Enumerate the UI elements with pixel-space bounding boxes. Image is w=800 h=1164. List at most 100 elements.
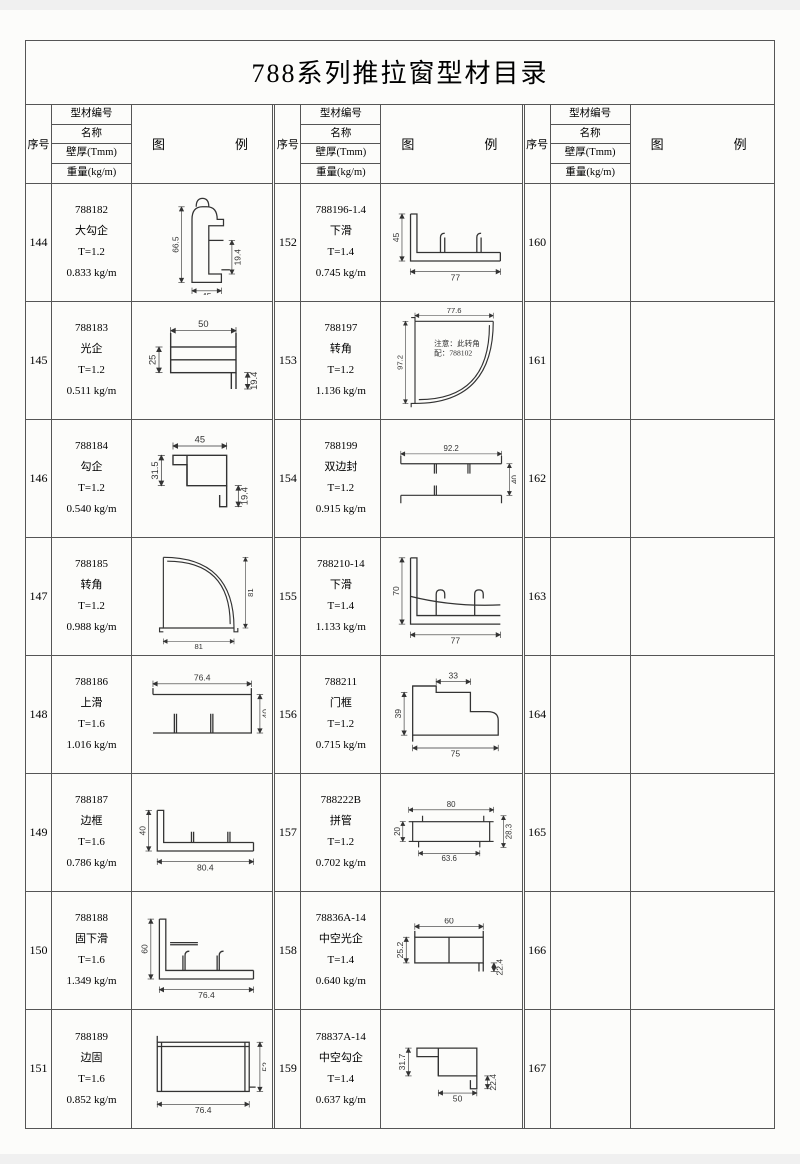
catalog-row: 162 [525, 420, 774, 538]
cell-figure [631, 420, 774, 537]
info-weight: 0.988 kg/m [66, 617, 116, 638]
cell-figure [631, 302, 774, 419]
cell-seq: 148 [26, 656, 52, 773]
hdr-seq: 序号 [26, 105, 52, 183]
cell-figure: 81 81 [132, 538, 272, 655]
info-weight: 0.745 kg/m [316, 263, 366, 284]
info-weight: 0.833 kg/m [66, 263, 116, 284]
cell-figure: 31.7 50 22.4 [381, 1010, 521, 1128]
cell-seq: 149 [26, 774, 52, 891]
info-weight: 0.640 kg/m [316, 971, 366, 992]
hdr-seq: 序号 [525, 105, 551, 183]
info-thick: T=1.2 [78, 478, 105, 499]
column: 序号 型材编号 名称 壁厚(Tmm) 重量(kg/m) 图例 160 161 [525, 105, 774, 1128]
info-code: 788199 [324, 436, 357, 457]
cell-figure: 45 31.5 19.4 [132, 420, 272, 537]
info-weight: 0.511 kg/m [67, 381, 117, 402]
info-name: 光企 [81, 339, 103, 360]
svg-text:66.5: 66.5 [170, 236, 180, 253]
cell-figure: 66.5 19.4 45 [132, 184, 272, 301]
info-weight: 0.786 kg/m [66, 853, 116, 874]
info-code: 788188 [75, 908, 108, 929]
hdr-name: 名称 [551, 125, 630, 145]
cell-info [551, 656, 631, 773]
catalog-row: 149 788187 边框 T=1.6 0.786 kg/m 40 [26, 774, 272, 892]
hdr-name: 名称 [301, 125, 380, 145]
catalog-row: 150 788188 固下滑 T=1.6 1.349 kg/m 60 [26, 892, 272, 1010]
hdr-legend: 图例 [631, 105, 774, 183]
cell-figure: 80 20 63.6 28.3 [381, 774, 521, 891]
svg-text:60: 60 [140, 944, 150, 954]
cell-info [551, 184, 631, 301]
svg-text:77.6: 77.6 [447, 308, 462, 315]
catalog-row: 163 [525, 538, 774, 656]
hdr-weight: 重量(kg/m) [52, 164, 131, 183]
cell-seq: 144 [26, 184, 52, 301]
cell-figure: 92.2 40 [381, 420, 521, 537]
column: 序号 型材编号 名称 壁厚(Tmm) 重量(kg/m) 图例 144 78818… [26, 105, 275, 1128]
svg-text:81: 81 [194, 642, 202, 649]
column-header: 序号 型材编号 名称 壁厚(Tmm) 重量(kg/m) 图例 [26, 105, 272, 184]
catalog-row: 167 [525, 1010, 774, 1128]
info-code: 788211 [325, 672, 358, 693]
info-weight: 0.540 kg/m [66, 499, 116, 520]
cell-seq: 161 [525, 302, 551, 419]
hdr-code: 型材编号 [551, 105, 630, 125]
svg-text:19.4: 19.4 [232, 248, 242, 265]
svg-text:25: 25 [148, 355, 158, 365]
cell-figure [631, 184, 774, 301]
cell-figure [631, 538, 774, 655]
hdr-thick: 壁厚(Tmm) [301, 144, 380, 164]
info-code: 788184 [75, 436, 108, 457]
svg-text:22.4: 22.4 [495, 959, 505, 976]
svg-text:76.4: 76.4 [195, 1105, 212, 1114]
hdr-fields: 型材编号 名称 壁厚(Tmm) 重量(kg/m) [52, 105, 132, 183]
cell-figure: 76.4 52 [132, 1010, 272, 1128]
hdr-weight: 重量(kg/m) [301, 164, 380, 183]
cell-seq: 157 [275, 774, 301, 891]
info-weight: 1.133 kg/m [316, 617, 366, 638]
cell-figure [631, 656, 774, 773]
cell-info: 788196-1.4 下滑 T=1.4 0.745 kg/m [301, 184, 381, 301]
info-name: 拼管 [330, 811, 352, 832]
cell-info: 788183 光企 T=1.2 0.511 kg/m [52, 302, 132, 419]
catalog-row: 159 78837A-14 中空勾企 T=1.4 0.637 kg/m 31.7 [275, 1010, 521, 1128]
hdr-code: 型材编号 [52, 105, 131, 125]
info-name: 上滑 [81, 693, 103, 714]
info-code: 788196-1.4 [316, 200, 366, 221]
info-name: 转角 [81, 575, 103, 596]
catalog-row: 158 78836A-14 中空光企 T=1.4 0.640 kg/m 60 [275, 892, 521, 1010]
svg-text:19.4: 19.4 [240, 487, 250, 505]
cell-info: 788185 转角 T=1.2 0.988 kg/m [52, 538, 132, 655]
svg-text:76.4: 76.4 [198, 990, 215, 998]
cell-figure: 33 39 75 [381, 656, 521, 773]
cell-seq: 153 [275, 302, 301, 419]
info-name: 边固 [81, 1048, 103, 1069]
hdr-thick: 壁厚(Tmm) [551, 144, 630, 164]
info-thick: T=1.4 [327, 596, 354, 617]
info-name: 双边封 [324, 457, 357, 478]
column-header: 序号 型材编号 名称 壁厚(Tmm) 重量(kg/m) 图例 [525, 105, 774, 184]
cell-seq: 166 [525, 892, 551, 1009]
svg-text:注意：此转角: 注意：此转角 [434, 338, 480, 348]
cell-figure: 40 80.4 [132, 774, 272, 891]
info-name: 中空勾企 [319, 1048, 363, 1069]
info-code: 788185 [75, 554, 108, 575]
column-header: 序号 型材编号 名称 壁厚(Tmm) 重量(kg/m) 图例 [275, 105, 521, 184]
info-thick: T=1.6 [78, 1069, 105, 1090]
svg-text:50: 50 [198, 320, 208, 330]
catalog-row: 151 788189 边固 T=1.6 0.852 kg/m 76.4 [26, 1010, 272, 1128]
cell-figure: 70 77 [381, 538, 521, 655]
cell-info [551, 774, 631, 891]
cell-info: 788182 大勾企 T=1.2 0.833 kg/m [52, 184, 132, 301]
cell-info: 78836A-14 中空光企 T=1.4 0.640 kg/m [301, 892, 381, 1009]
catalog-row: 153 788197 转角 T=1.2 1.136 kg/m 77.6 [275, 302, 521, 420]
cell-seq: 167 [525, 1010, 551, 1128]
info-weight: 0.852 kg/m [66, 1090, 116, 1111]
info-name: 转角 [330, 339, 352, 360]
svg-text:25.2: 25.2 [395, 942, 405, 959]
hdr-legend: 图例 [132, 105, 272, 183]
cell-figure: 50 25 19.4 [132, 302, 272, 419]
hdr-fields: 型材编号 名称 壁厚(Tmm) 重量(kg/m) [551, 105, 631, 183]
cell-figure: 60 76.4 [132, 892, 272, 1009]
